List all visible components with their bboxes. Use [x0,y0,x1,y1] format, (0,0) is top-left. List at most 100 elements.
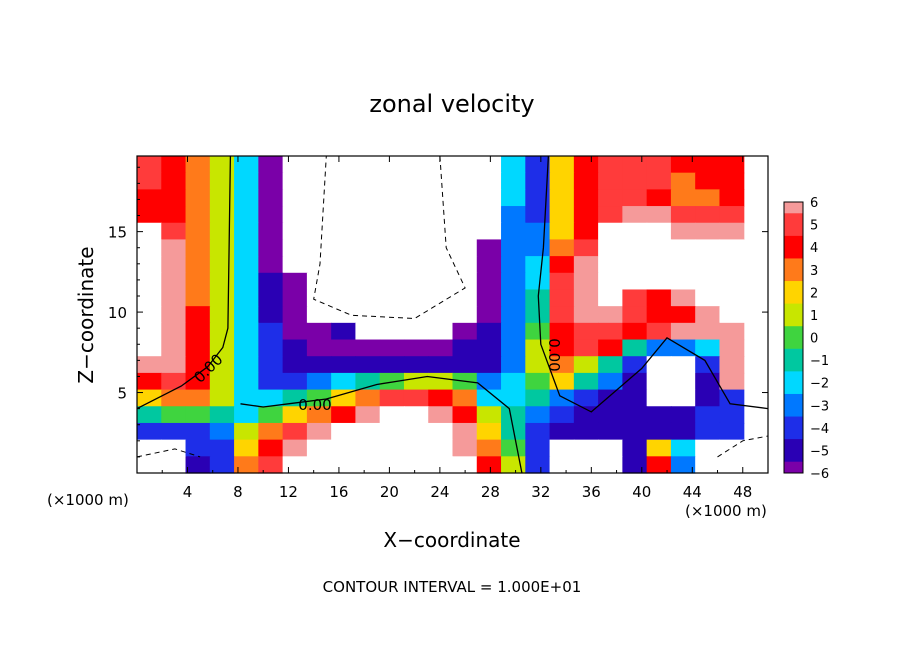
heatmap-cell [185,189,211,207]
heatmap-cell [258,206,284,224]
heatmap-cell [331,422,357,441]
heatmap-cell [549,372,575,391]
colorbar-tick-label: −5 [810,444,829,459]
heatmap-cell [379,289,405,307]
colorbar-tick-label: −4 [810,422,829,437]
colorbar-tick-label: 2 [810,286,818,301]
colorbar-swatch [784,393,803,418]
heatmap-cell [331,256,357,274]
heatmap-cell [719,156,745,174]
heatmap-cell [501,372,526,391]
heatmap-cell [670,356,696,374]
heatmap-cell [306,239,332,257]
contour-label: 0.00 [545,338,563,371]
heatmap-cell [476,239,502,257]
heatmap-cell [476,289,502,307]
contour-line [240,375,523,474]
heatmap-cell [452,239,478,257]
heatmap-cell [379,306,405,324]
heatmap-cell [209,189,235,207]
heatmap-cell [282,406,308,424]
heatmap-cell [185,322,211,341]
heatmap-cell [646,456,672,474]
heatmap-cell [670,272,696,291]
contour-line [537,155,769,413]
heatmap-cell [209,406,235,424]
heatmap-cell [234,289,259,307]
heatmap-cell [549,306,575,324]
heatmap-cell [306,456,332,474]
heatmap-cell [379,239,405,257]
heatmap-cell [719,389,745,407]
heatmap-cell [428,239,454,257]
heatmap-cell [622,156,648,174]
colorbar-tick-label: −6 [810,467,829,482]
heatmap-cell [501,439,526,457]
heatmap-cell [549,272,575,291]
heatmap-cell [549,256,575,274]
heatmap-cell [234,356,259,374]
heatmap-cell [331,439,357,457]
heatmap-cell [234,439,259,457]
heatmap-cell [355,222,381,241]
heatmap-cell [695,239,721,257]
heatmap-cell [403,406,429,424]
heatmap-cell [209,322,235,341]
heatmap-cell [719,422,745,441]
heatmap-cell [209,239,235,257]
heatmap-cell [137,389,162,407]
heatmap-cell [501,389,526,407]
heatmap-cell [719,356,745,374]
heatmap-cell [573,289,599,307]
heatmap-cell [622,356,648,374]
heatmap-cell [670,239,696,257]
colorbar-tick-label: 3 [810,264,818,279]
heatmap-cell [234,306,259,324]
heatmap-cell [501,406,526,424]
heatmap-cell [719,372,745,391]
heatmap-cell [501,239,526,257]
plot-frame [136,155,769,474]
heatmap-cell [452,222,478,241]
colorbar-swatch [784,303,803,327]
heatmap-cell [161,272,187,291]
heatmap-cell [282,222,308,241]
heatmap-cell [598,422,623,441]
heatmap-cell [234,456,259,474]
heatmap-cell [646,239,672,257]
heatmap-cell [234,156,259,174]
heatmap-cell [476,456,502,474]
heatmap-cell [258,456,284,474]
heatmap-cell [185,256,211,274]
heatmap-cell [549,406,575,424]
heatmap-cell [403,306,429,324]
colorbar-tick-label: 4 [810,241,818,256]
x-tick-label: 44 [683,483,702,501]
heatmap-cell [695,322,721,341]
heatmap-cell [379,322,405,341]
x-tick-label: 32 [531,483,550,501]
heatmap-cell [598,339,623,357]
x-tick-label: 28 [481,483,500,501]
heatmap-cell [452,322,478,341]
heatmap-cell [525,239,551,257]
heatmap-cell [161,339,187,357]
x-axis-unit-right: (×1000 m) [685,502,767,520]
heatmap-cell [476,206,502,224]
heatmap-cell [501,306,526,324]
heatmap-cell [646,439,672,457]
heatmap-cell [355,189,381,207]
heatmap-cell [622,406,648,424]
heatmap-cell [646,372,672,391]
contour-line-dashed [717,435,769,458]
heatmap-cell [331,156,357,174]
heatmap-cell [452,189,478,207]
heatmap-cell [598,172,623,190]
zero-contours [136,155,769,474]
heatmap-cell [185,289,211,307]
heatmap-cell [452,172,478,190]
heatmap-cell [476,172,502,190]
heatmap-cell [355,289,381,307]
colorbar-tick-label: −2 [810,377,829,392]
heatmap-cell [573,189,599,207]
